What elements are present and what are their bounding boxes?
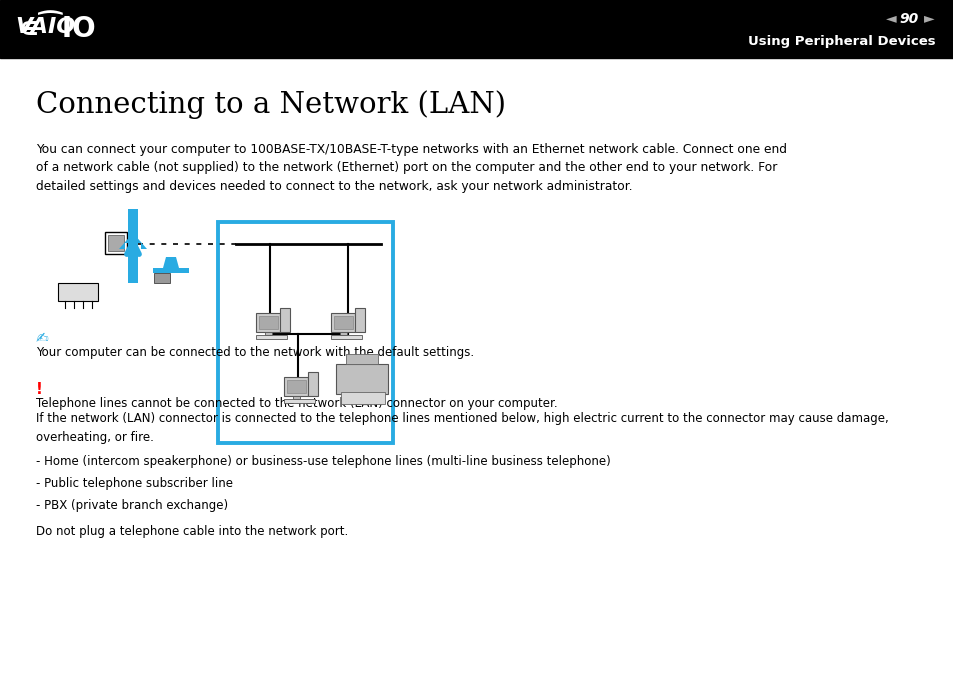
- Polygon shape: [119, 233, 147, 249]
- Text: Your computer can be connected to the network with the default settings.: Your computer can be connected to the ne…: [36, 346, 474, 359]
- Text: ◄: ◄: [885, 11, 896, 26]
- Text: You can connect your computer to 100BASE-TX/10BASE-T-type networks with an Ether: You can connect your computer to 100BASE…: [36, 143, 786, 193]
- Bar: [340, 392, 385, 404]
- Text: ∊⁀IO: ∊⁀IO: [18, 15, 95, 43]
- Text: ►: ►: [923, 11, 934, 26]
- Bar: [128, 209, 138, 283]
- Text: VAIO: VAIO: [15, 17, 75, 37]
- Bar: [308, 372, 318, 396]
- Bar: [280, 308, 290, 332]
- Text: ✍: ✍: [36, 330, 49, 345]
- Polygon shape: [152, 257, 189, 273]
- Bar: [355, 308, 365, 332]
- Bar: [331, 313, 355, 332]
- Text: 90: 90: [898, 11, 918, 26]
- Bar: [218, 222, 393, 443]
- Text: - Public telephone subscriber line: - Public telephone subscriber line: [36, 477, 233, 490]
- Text: Telephone lines cannot be connected to the network (LAN) connector on your compu: Telephone lines cannot be connected to t…: [36, 397, 558, 410]
- Text: Do not plug a telephone cable into the network port.: Do not plug a telephone cable into the n…: [36, 525, 348, 538]
- Bar: [258, 316, 277, 330]
- Text: Connecting to a Network (LAN): Connecting to a Network (LAN): [36, 90, 505, 119]
- Text: !: !: [36, 382, 43, 397]
- Bar: [346, 354, 377, 364]
- Text: Using Peripheral Devices: Using Peripheral Devices: [747, 35, 935, 49]
- Bar: [265, 332, 272, 336]
- Text: - Home (intercom speakerphone) or business-use telephone lines (multi-line busin: - Home (intercom speakerphone) or busine…: [36, 455, 610, 468]
- Text: - PBX (private branch exchange): - PBX (private branch exchange): [36, 499, 228, 512]
- Bar: [0, 0, 953, 58]
- Bar: [293, 396, 299, 400]
- Bar: [284, 377, 308, 396]
- Text: If the network (LAN) connector is connected to the telephone lines mentioned bel: If the network (LAN) connector is connec…: [36, 412, 888, 443]
- Bar: [339, 332, 346, 336]
- Bar: [331, 334, 361, 339]
- Bar: [256, 313, 280, 332]
- Bar: [153, 273, 170, 283]
- Bar: [105, 232, 127, 254]
- Bar: [335, 364, 388, 394]
- Bar: [256, 334, 287, 339]
- Bar: [58, 283, 98, 301]
- Bar: [334, 316, 353, 330]
- Bar: [108, 235, 124, 251]
- Bar: [284, 398, 314, 403]
- Bar: [287, 380, 305, 394]
